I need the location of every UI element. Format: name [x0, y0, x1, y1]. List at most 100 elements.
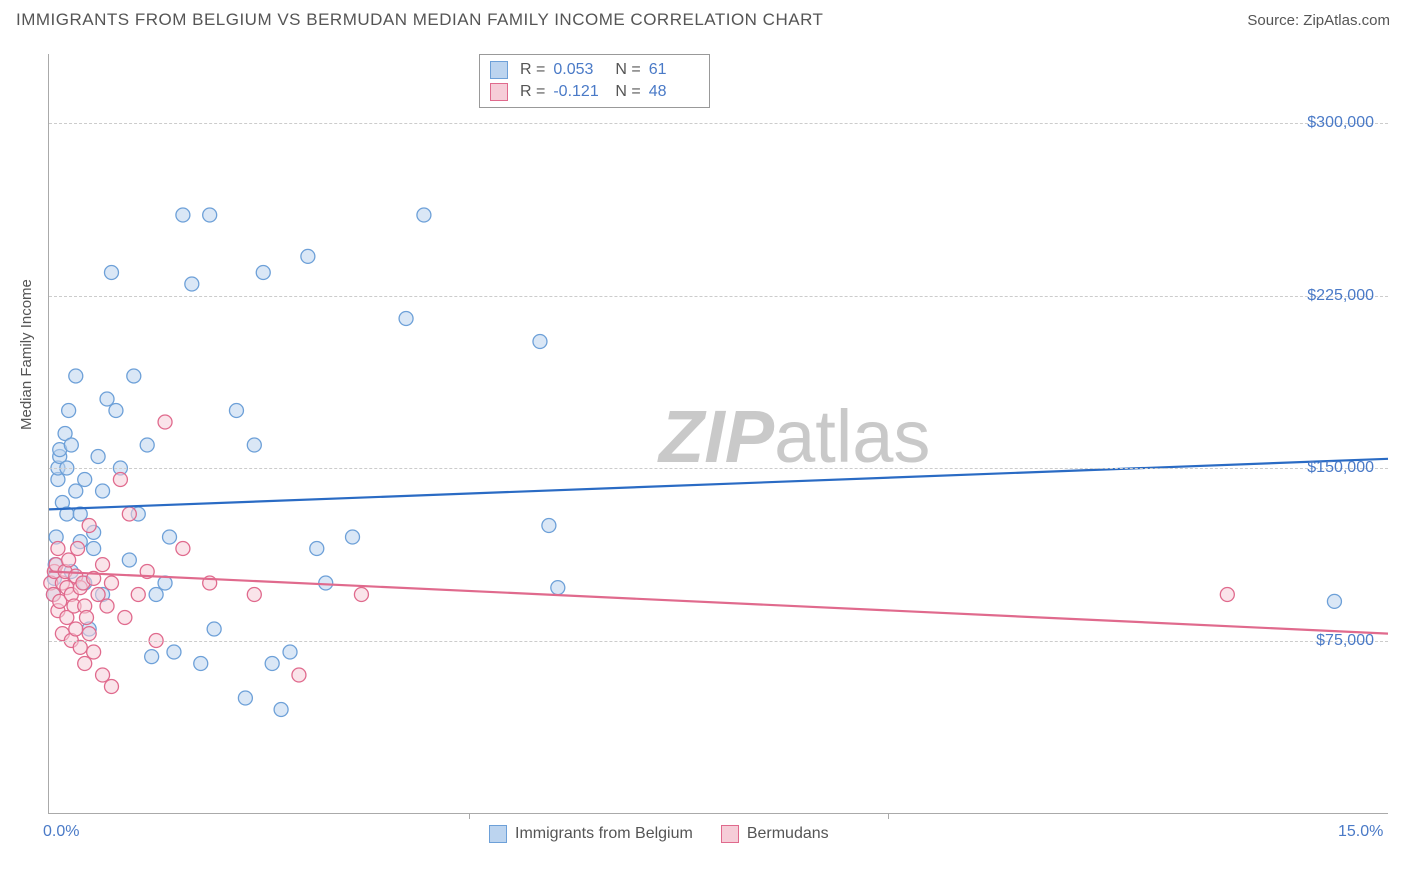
data-point	[51, 542, 65, 556]
data-point	[163, 530, 177, 544]
data-point	[96, 668, 110, 682]
ytick-label: $300,000	[1307, 114, 1374, 132]
data-point	[100, 599, 114, 613]
bottom-legend: Immigrants from Belgium Bermudans	[489, 825, 829, 843]
data-point	[533, 335, 547, 349]
data-point	[1327, 594, 1341, 608]
data-point	[62, 553, 76, 567]
source-prefix: Source:	[1247, 12, 1303, 29]
data-point	[238, 691, 252, 705]
legend-item-0: Immigrants from Belgium	[489, 825, 693, 843]
data-point	[104, 266, 118, 280]
data-point	[78, 657, 92, 671]
xtick-label: 15.0%	[1338, 823, 1383, 841]
r-label-0: R =	[520, 61, 545, 79]
data-point	[79, 611, 93, 625]
data-point	[104, 680, 118, 694]
data-point	[91, 588, 105, 602]
data-point	[82, 519, 96, 533]
data-point	[158, 415, 172, 429]
xtick-mark	[888, 813, 889, 819]
data-point	[104, 576, 118, 590]
data-point	[96, 558, 110, 572]
r-value-1: -0.121	[553, 83, 603, 101]
swatch-series-0	[490, 61, 508, 79]
data-point	[310, 542, 324, 556]
data-point	[78, 473, 92, 487]
data-point	[346, 530, 360, 544]
y-axis-label: Median Family Income	[18, 279, 35, 430]
data-point	[96, 484, 110, 498]
ytick-label: $225,000	[1307, 287, 1374, 305]
data-point	[140, 438, 154, 452]
data-point	[194, 657, 208, 671]
data-point	[131, 588, 145, 602]
data-point	[118, 611, 132, 625]
data-point	[283, 645, 297, 659]
data-point	[167, 645, 181, 659]
stats-row-0: R = 0.053 N = 61	[490, 59, 699, 81]
chart-plot-area: ZIPatlas R = 0.053 N = 61 R = -0.121 N =…	[48, 54, 1388, 814]
data-point	[69, 622, 83, 636]
gridline	[49, 468, 1388, 469]
data-point	[122, 553, 136, 567]
xtick-mark	[469, 813, 470, 819]
data-point	[301, 249, 315, 263]
gridline	[49, 641, 1388, 642]
legend-item-1: Bermudans	[721, 825, 829, 843]
source-name: ZipAtlas.com	[1303, 12, 1390, 29]
data-point	[149, 588, 163, 602]
r-label-1: R =	[520, 83, 545, 101]
data-point	[122, 507, 136, 521]
data-point	[292, 668, 306, 682]
data-point	[69, 484, 83, 498]
ytick-label: $150,000	[1307, 459, 1374, 477]
n-value-0: 61	[649, 61, 699, 79]
chart-svg	[49, 54, 1388, 813]
n-label-1: N =	[615, 83, 640, 101]
header: IMMIGRANTS FROM BELGIUM VS BERMUDAN MEDI…	[0, 0, 1406, 36]
data-point	[1220, 588, 1234, 602]
data-point	[185, 277, 199, 291]
data-point	[551, 581, 565, 595]
legend-swatch-1	[721, 825, 739, 843]
data-point	[127, 369, 141, 383]
data-point	[113, 473, 127, 487]
data-point	[247, 438, 261, 452]
data-point	[87, 645, 101, 659]
data-point	[82, 627, 96, 641]
data-point	[69, 369, 83, 383]
data-point	[100, 392, 114, 406]
stats-legend-box: R = 0.053 N = 61 R = -0.121 N = 48	[479, 54, 710, 108]
data-point	[229, 404, 243, 418]
legend-label-0: Immigrants from Belgium	[515, 825, 693, 843]
source-label: Source: ZipAtlas.com	[1247, 12, 1390, 29]
xtick-label: 0.0%	[43, 823, 79, 841]
trend-line	[49, 459, 1388, 510]
data-point	[203, 208, 217, 222]
data-point	[64, 438, 78, 452]
data-point	[542, 519, 556, 533]
data-point	[207, 622, 221, 636]
legend-swatch-0	[489, 825, 507, 843]
ytick-label: $75,000	[1316, 632, 1374, 650]
data-point	[71, 542, 85, 556]
data-point	[265, 657, 279, 671]
data-point	[417, 208, 431, 222]
data-point	[319, 576, 333, 590]
data-point	[256, 266, 270, 280]
stats-row-1: R = -0.121 N = 48	[490, 81, 699, 103]
data-point	[176, 542, 190, 556]
data-point	[73, 640, 87, 654]
trend-line	[49, 572, 1388, 634]
gridline	[49, 123, 1388, 124]
data-point	[247, 588, 261, 602]
data-point	[274, 703, 288, 717]
chart-title: IMMIGRANTS FROM BELGIUM VS BERMUDAN MEDI…	[16, 10, 823, 30]
data-point	[91, 450, 105, 464]
data-point	[109, 404, 123, 418]
data-point	[354, 588, 368, 602]
legend-label-1: Bermudans	[747, 825, 829, 843]
gridline	[49, 296, 1388, 297]
data-point	[87, 542, 101, 556]
